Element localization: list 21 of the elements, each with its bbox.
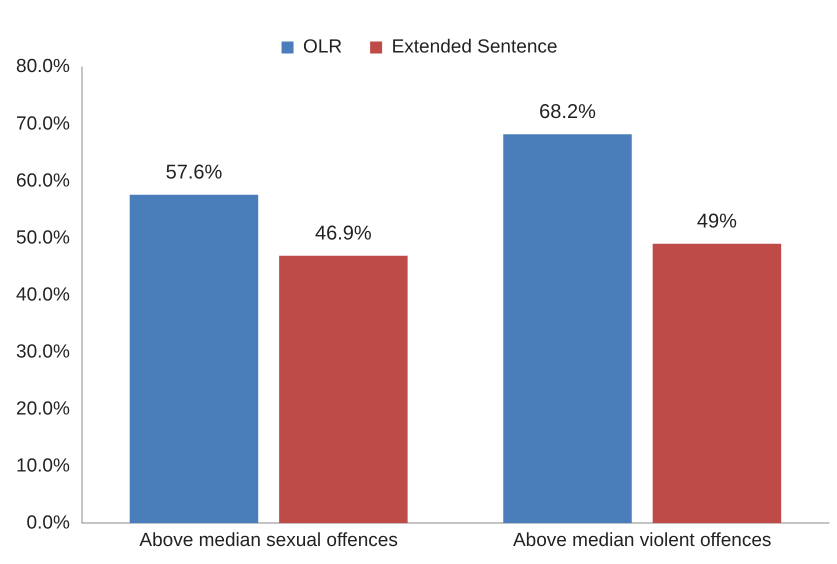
y-tick-label: 50.0% [16,227,70,248]
y-tick-label: 20.0% [16,398,70,420]
y-tick-label: 80.0% [16,56,70,78]
x-tick-label: Above median sexual offences [139,530,398,551]
bar [279,256,408,524]
data-label: 49% [696,210,738,232]
y-tick-label: 10.0% [16,455,70,476]
bar [130,194,258,524]
data-label: 57.6% [166,161,223,184]
bar [503,134,632,524]
y-tick-label: 60.0% [16,170,70,192]
y-tick-label: 70.0% [16,113,70,134]
legend-label: OLR [303,36,342,58]
bar [652,244,782,524]
y-tick-label: 40.0% [16,284,70,306]
legend-label: Extended Sentence [392,36,558,58]
y-tick-label: 0.0% [26,512,70,534]
data-label: 46.9% [315,222,372,244]
y-tick-label: 30.0% [16,341,70,362]
data-label: 68.2% [539,100,596,123]
x-tick-label: Above median violent offences [513,530,772,551]
